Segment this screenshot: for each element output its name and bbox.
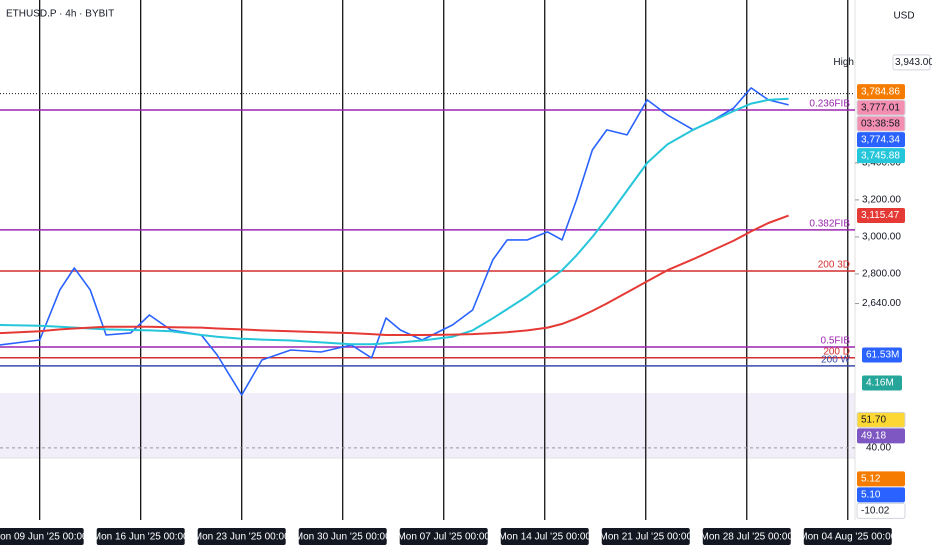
price-tag-label: 3,943.00 bbox=[895, 57, 932, 68]
level-label: 200 3D bbox=[818, 260, 850, 271]
price-tag-label: -10.02 bbox=[861, 506, 890, 517]
price-tag-caption: High bbox=[833, 57, 854, 68]
price-tag-label: 3,774.34 bbox=[861, 134, 900, 145]
price-tag-label: 5.10 bbox=[861, 490, 881, 501]
x-tick-label: Mon 07 Jul '25 00:00 bbox=[397, 532, 490, 543]
x-tick-box bbox=[702, 528, 791, 545]
rsi-tick-label: 40.00 bbox=[866, 443, 891, 454]
x-tick-label: Mon 21 Jul '25 00:00 bbox=[599, 532, 692, 543]
x-tick-label: Mon 09 Jun '25 00:00 bbox=[0, 532, 88, 543]
x-tick-box bbox=[500, 528, 589, 545]
price-tag-label: 49.18 bbox=[861, 431, 886, 442]
y-tick-label: 2,800.00 bbox=[862, 269, 901, 280]
x-tick-box bbox=[0, 528, 84, 545]
y-tick-label: 3,000.00 bbox=[862, 232, 901, 243]
series-line bbox=[0, 97, 789, 346]
volume-tag-label: 61.53M bbox=[866, 350, 899, 361]
x-tick-label: Mon 28 Jul '25 00:00 bbox=[701, 532, 794, 543]
price-tag-label: 3,777.01 bbox=[861, 102, 900, 113]
level-label: 200 W bbox=[821, 355, 850, 366]
x-tick-box bbox=[601, 528, 690, 545]
series-line bbox=[0, 214, 789, 336]
price-tag-label: 3,115.47 bbox=[861, 210, 900, 221]
price-tag bbox=[857, 428, 905, 444]
price-tag bbox=[857, 208, 905, 224]
rsi-pane bbox=[0, 393, 855, 458]
price-tag bbox=[857, 471, 905, 487]
y-tick-label: 3,200.00 bbox=[862, 195, 901, 206]
level-label: 0.5FIB bbox=[821, 336, 851, 347]
x-tick-label: Mon 30 Jun '25 00:00 bbox=[295, 532, 391, 543]
chart-title: ETHUSD.P · 4h · BYBIT bbox=[6, 9, 114, 20]
x-tick-label: Mon 16 Jun '25 00:00 bbox=[93, 532, 189, 543]
price-tag-label: 3,784.86 bbox=[861, 86, 900, 97]
x-tick-label: Mon 14 Jul '25 00:00 bbox=[498, 532, 591, 543]
x-tick-label: Mon 04 Aug '25 00:00 bbox=[799, 532, 896, 543]
price-tag-label: 51.70 bbox=[861, 415, 886, 426]
price-tag bbox=[892, 54, 931, 71]
price-tag-label: 3,745.88 bbox=[861, 150, 900, 161]
price-tag bbox=[856, 99, 906, 116]
price-tag bbox=[857, 487, 905, 503]
volume-tag bbox=[862, 347, 902, 363]
price-tag-label: 03:38:58 bbox=[861, 118, 900, 129]
price-tag bbox=[857, 148, 905, 164]
level-label: 0.236FIB bbox=[809, 99, 850, 110]
volume-tag bbox=[862, 375, 902, 391]
price-tag bbox=[857, 132, 905, 148]
x-tick-box bbox=[399, 528, 488, 545]
x-tick-box bbox=[803, 528, 892, 545]
level-label: 200 D bbox=[823, 346, 850, 357]
x-tick-box bbox=[96, 528, 185, 545]
price-tag bbox=[856, 411, 906, 428]
volume-tag-label: 4.16M bbox=[866, 378, 894, 389]
level-label: 0.382FIB bbox=[809, 219, 850, 230]
price-tag bbox=[856, 502, 906, 519]
x-tick-box bbox=[197, 528, 286, 545]
price-tag bbox=[857, 84, 905, 100]
x-tick-label: Mon 23 Jun '25 00:00 bbox=[194, 532, 290, 543]
price-tag bbox=[856, 115, 906, 132]
currency: USD bbox=[893, 11, 914, 22]
x-tick-box bbox=[298, 528, 387, 545]
y-tick-label: 2,640.00 bbox=[862, 298, 901, 309]
price-tag-label: 5.12 bbox=[861, 474, 881, 485]
